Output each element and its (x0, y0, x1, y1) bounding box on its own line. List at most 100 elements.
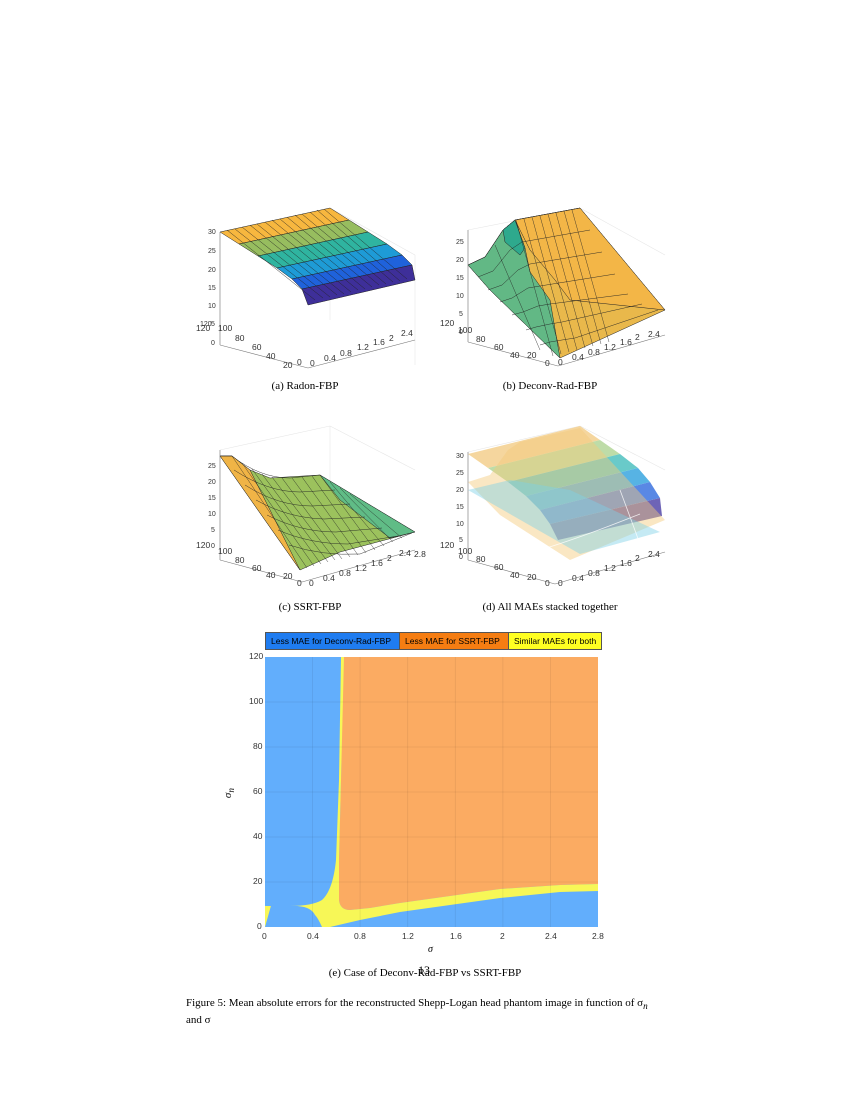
z-tick: 30 (208, 229, 216, 236)
subfigure-b: 25 20 15 10 5 0 (430, 200, 670, 370)
sigma-n-tick: 0 (297, 578, 302, 588)
surface-plot-radon: 30 25 20 15 10 5 0 120 (200, 207, 416, 369)
sigma-n-tick: 60 (494, 342, 504, 352)
surface-plot-ssrt: 25 20 15 10 5 0 (208, 425, 416, 583)
sigma-tick: 0 (558, 357, 563, 367)
sigma-tick: 1.6 (620, 558, 632, 568)
sigma-tick: 0.4 (572, 573, 584, 583)
sigma-tick: 2.4 (648, 549, 660, 559)
sigma-n-tick: 0 (545, 358, 550, 368)
sigma-n-tick: 120 (440, 540, 455, 550)
z-tick: 15 (208, 285, 216, 292)
page-number: 13 (418, 963, 430, 977)
sigma-n-tick: 80 (476, 334, 486, 344)
subfigure-c-caption: (c) SSRT-FBP (278, 601, 342, 613)
y-tick: 0 (257, 921, 262, 931)
z-tick: 20 (208, 267, 216, 274)
surface-plot-stacked: 30 25 20 15 10 5 0 (456, 425, 666, 585)
sigma-tick: 1.6 (371, 558, 383, 568)
sigma-tick: 2.4 (648, 329, 660, 339)
sigma-tick: 2.4 (401, 328, 413, 338)
z-tick: 15 (456, 275, 464, 282)
sigma-n-tick: 80 (235, 555, 245, 565)
z-tick: 20 (456, 257, 464, 264)
y-axis-label: σn (221, 788, 237, 799)
z-tick: 15 (208, 495, 216, 502)
sigma-n-tick: 0 (297, 357, 302, 367)
z-tick: 0 (211, 543, 215, 550)
subfigure-d: 30 25 20 15 10 5 0 (430, 420, 670, 590)
sigma-tick: 0 (558, 578, 563, 588)
z-tick: 0 (459, 554, 463, 561)
x-axis-label: σ (428, 944, 433, 955)
sigma-tick: 0.8 (588, 347, 600, 357)
sigma-tick: 1.6 (620, 337, 632, 347)
z-tick: 10 (208, 303, 216, 310)
sigma-tick: 0.8 (340, 348, 352, 358)
x-tick: 1.2 (402, 931, 414, 941)
sigma-n-tick: 40 (266, 351, 276, 361)
z-tick: 10 (456, 293, 464, 300)
sigma-n-tick: 20 (527, 572, 537, 582)
sigma-n-tick: 100 (458, 546, 473, 556)
sigma-n-tick: 120 (200, 321, 212, 328)
subfigure-d-caption: (d) All MAEs stacked together (482, 601, 618, 613)
sigma-n-tick: 20 (283, 571, 293, 581)
subfigure-e-caption: (e) Case of Deconv-Rad-FBP vs SSRT-FBP (328, 967, 522, 979)
sigma-tick: 1.2 (604, 342, 616, 352)
sigma-tick: 0.4 (324, 353, 336, 363)
sigma-tick: 0.4 (323, 573, 335, 583)
sigma-n-tick: 100 (218, 323, 233, 333)
sigma-n-tick: 120 (196, 540, 211, 550)
y-tick: 100 (249, 696, 264, 706)
legend-item-deconv: Less MAE for Deconv-Rad-FBP (266, 633, 400, 649)
z-tick: 30 (456, 453, 464, 460)
z-tick: 10 (456, 521, 464, 528)
sigma-n-tick: 20 (283, 360, 293, 370)
sigma-n-tick: 100 (458, 325, 473, 335)
sigma-n-tick: 40 (510, 570, 520, 580)
sigma-tick: 0.4 (572, 352, 584, 362)
sigma-tick: 2 (635, 332, 640, 342)
z-tick: 5 (459, 311, 463, 318)
x-tick: 0 (262, 931, 267, 941)
subfigure-a: 30 25 20 15 10 5 0 120 (190, 200, 420, 370)
z-tick: 20 (456, 487, 464, 494)
sigma-tick: 0 (310, 358, 315, 368)
z-tick: 25 (208, 463, 216, 470)
subfigure-a-caption: (a) Radon-FBP (271, 380, 339, 392)
sigma-n-tick: 120 (440, 318, 455, 328)
subfigure-b-caption: (b) Deconv-Rad-FBP (502, 380, 598, 392)
sigma-tick: 2 (389, 333, 394, 343)
sigma-n-tick: 100 (218, 546, 233, 556)
z-tick: 0 (459, 329, 463, 336)
sigma-tick: 0.8 (588, 568, 600, 578)
x-tick: 2 (500, 931, 505, 941)
sigma-tick: 1.2 (604, 563, 616, 573)
sigma-n-tick: 20 (527, 350, 537, 360)
z-tick: 5 (211, 321, 215, 328)
z-tick: 10 (208, 511, 216, 518)
x-tick: 0.4 (307, 931, 319, 941)
sigma-n-tick: 40 (266, 570, 276, 580)
z-tick: 5 (211, 527, 215, 534)
z-tick: 0 (211, 340, 215, 347)
sigma-tick: 2.8 (414, 549, 426, 559)
z-tick: 25 (456, 470, 464, 477)
surface-plot-deconv: 25 20 15 10 5 0 (456, 207, 666, 367)
sigma-tick: 2 (387, 553, 392, 563)
x-tick: 0.8 (354, 931, 366, 941)
x-tick: 2.4 (545, 931, 557, 941)
y-tick: 60 (253, 786, 263, 796)
y-tick: 40 (253, 831, 263, 841)
sigma-tick: 1.2 (355, 563, 367, 573)
z-tick: 25 (208, 248, 216, 255)
sigma-n-tick: 60 (494, 562, 504, 572)
sigma-tick: 2.4 (399, 548, 411, 558)
z-tick: 25 (456, 239, 464, 246)
sigma-tick: 1.2 (357, 342, 369, 352)
sigma-tick: 0.8 (339, 568, 351, 578)
subfigure-c: 25 20 15 10 5 0 (190, 420, 430, 590)
region-legend: Less MAE for Deconv-Rad-FBP Less MAE for… (265, 632, 602, 650)
